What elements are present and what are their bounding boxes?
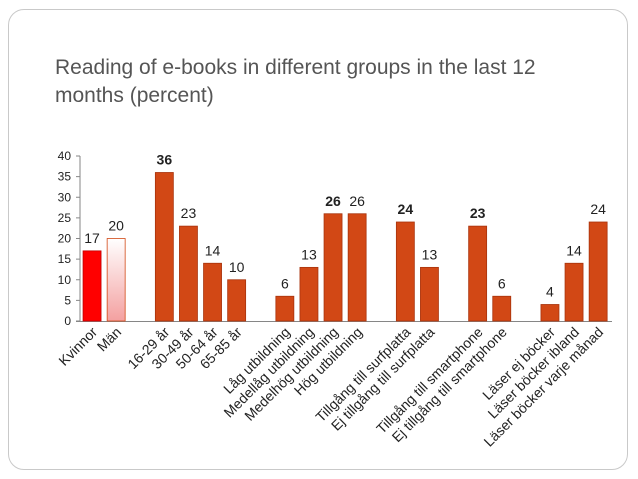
data-label: 26 [349, 193, 365, 209]
chart-title: Reading of e-books in different groups i… [55, 56, 536, 107]
y-tick-label: 20 [58, 232, 72, 246]
data-label: 13 [422, 246, 438, 262]
bar [82, 250, 102, 322]
bar [203, 262, 222, 322]
data-label: 14 [205, 242, 221, 258]
bar [106, 238, 126, 322]
y-tick-label: 5 [64, 293, 71, 307]
bar [227, 279, 247, 322]
bar [154, 172, 174, 322]
data-label: 36 [157, 152, 173, 168]
y-tick-label: 30 [58, 190, 72, 204]
bar [347, 213, 367, 322]
data-label: 10 [229, 259, 245, 275]
y-tick-label: 15 [58, 252, 72, 266]
y-tick-label: 0 [64, 314, 71, 328]
bar [468, 225, 488, 322]
bar [395, 221, 415, 322]
category-label: Kvinnor [55, 324, 100, 369]
data-label: 6 [281, 275, 289, 291]
bar [540, 304, 560, 322]
y-tick-label: 10 [58, 273, 72, 287]
bar [179, 225, 198, 322]
y-tick-label: 25 [58, 211, 72, 225]
category-label: Män [94, 324, 125, 355]
y-tick-label: 35 [58, 170, 72, 184]
data-label: 23 [181, 205, 197, 221]
data-label: 14 [566, 242, 582, 258]
bar [275, 295, 295, 322]
bar [299, 266, 319, 322]
data-label: 24 [398, 201, 414, 217]
data-label: 26 [325, 193, 341, 209]
data-label: 24 [590, 201, 606, 217]
data-label: 17 [84, 230, 100, 246]
data-label: 20 [108, 218, 124, 234]
bar [492, 295, 512, 322]
data-label: 23 [470, 205, 486, 221]
bar [420, 266, 439, 322]
bar [323, 213, 343, 322]
data-label: 4 [546, 284, 554, 300]
y-tick-label: 40 [58, 149, 72, 163]
bar [564, 262, 584, 322]
data-label: 6 [498, 275, 506, 291]
bar [588, 221, 608, 322]
data-label: 13 [301, 246, 317, 262]
